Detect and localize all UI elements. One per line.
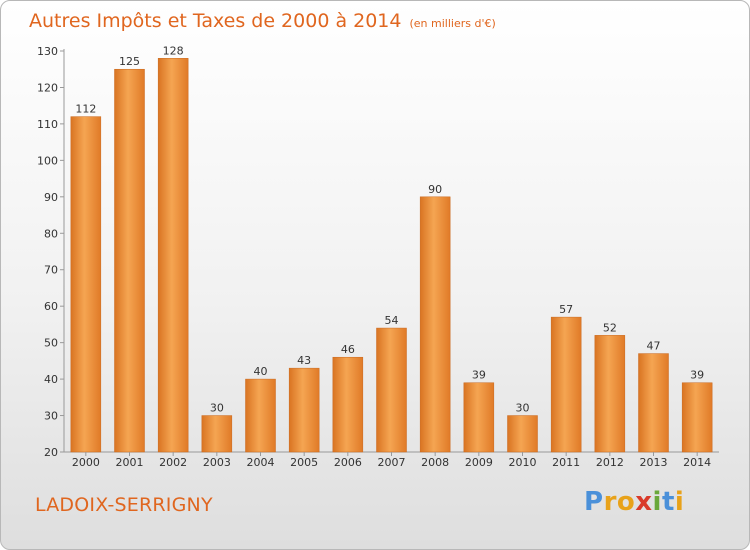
x-tick-label: 2012: [596, 456, 624, 469]
bar-value-label: 39: [472, 369, 486, 382]
bar: [376, 327, 407, 453]
bar-value-label: 43: [297, 354, 311, 367]
logo-letter: P: [584, 487, 604, 517]
y-tick-label: 100: [37, 154, 58, 167]
x-tick-label: 2007: [378, 456, 406, 469]
bar: [550, 316, 582, 453]
bar-value-label: 40: [254, 365, 268, 378]
bar-chart: Autres Impôts et Taxes de 2000 à 2014 (en…: [29, 10, 719, 469]
x-tick-label: 2000: [72, 456, 100, 469]
y-tick-label: 130: [37, 45, 58, 58]
x-tick-label: 2003: [203, 456, 231, 469]
logo-letter: r: [603, 487, 617, 517]
bar: [201, 415, 233, 453]
x-tick-label: 2001: [116, 456, 144, 469]
x-axis-ticks: 2000 2001 2002 2003 2004 2005 2006 2007 2008 2009…: [72, 452, 711, 469]
x-tick-label: 2006: [334, 456, 362, 469]
bar: [245, 378, 276, 453]
y-tick-label: 80: [44, 227, 58, 240]
x-tick-label: 2009: [465, 456, 493, 469]
y-tick-label: 110: [37, 118, 58, 131]
x-tick-label: 2013: [640, 456, 668, 469]
bar-value-label: 57: [559, 303, 573, 316]
x-tick-label: 2011: [552, 456, 580, 469]
bar: [332, 356, 364, 453]
x-tick-label: 2008: [421, 456, 449, 469]
x-tick-label: 2005: [290, 456, 318, 469]
x-tick-label: 2002: [159, 456, 187, 469]
bar: [114, 68, 145, 453]
x-tick-label: 2014: [683, 456, 711, 469]
bar-value-label: 128: [163, 44, 184, 57]
y-tick-label: 90: [44, 191, 58, 204]
y-tick-label: 60: [44, 300, 58, 313]
y-tick-label: 40: [44, 373, 58, 386]
logo-letter: i: [652, 487, 662, 517]
logo-letter: i: [674, 487, 685, 517]
bar: [157, 58, 189, 453]
bar-value-label: 52: [603, 321, 617, 334]
commune-name: LADOIX-SERRIGNY: [35, 494, 213, 516]
bar: [70, 116, 102, 453]
bar-value-label: 90: [428, 183, 442, 196]
proxiti-logo: Proxiti: [584, 487, 684, 517]
bar-value-label: 39: [690, 369, 704, 382]
bar-value-label: 125: [119, 55, 140, 68]
bar: [638, 353, 669, 453]
bar: [419, 196, 451, 453]
logo-letter: o: [616, 487, 636, 517]
y-tick-label: 20: [44, 446, 58, 459]
chart-title: Autres Impôts et Taxes de 2000 à 2014 (en…: [29, 10, 496, 32]
bar-value-label: 47: [647, 340, 661, 353]
y-tick-label: 120: [37, 81, 58, 94]
bars-group: 112 125 128 30 40 43 46 54 90 39 30 57 52 47 39: [70, 44, 713, 453]
y-tick-label: 30: [44, 410, 58, 423]
bar: [288, 367, 320, 453]
y-tick-label: 70: [44, 264, 58, 277]
bar-value-label: 30: [210, 402, 224, 415]
bar-value-label: 112: [75, 103, 96, 116]
logo-letter: t: [661, 487, 675, 517]
y-tick-label: 50: [44, 337, 58, 350]
bar-value-label: 54: [385, 314, 399, 327]
bar: [463, 382, 495, 453]
bar-value-label: 46: [341, 343, 355, 356]
y-axis-ticks: 20 30 40 50 60 70 80 90 100 110 120 130: [37, 45, 64, 459]
bar: [594, 335, 626, 453]
bar-value-label: 30: [516, 402, 530, 415]
logo-letter: x: [635, 487, 653, 517]
bar: [681, 382, 713, 453]
bar: [507, 415, 538, 453]
x-tick-label: 2010: [509, 456, 537, 469]
x-tick-label: 2004: [247, 456, 275, 469]
